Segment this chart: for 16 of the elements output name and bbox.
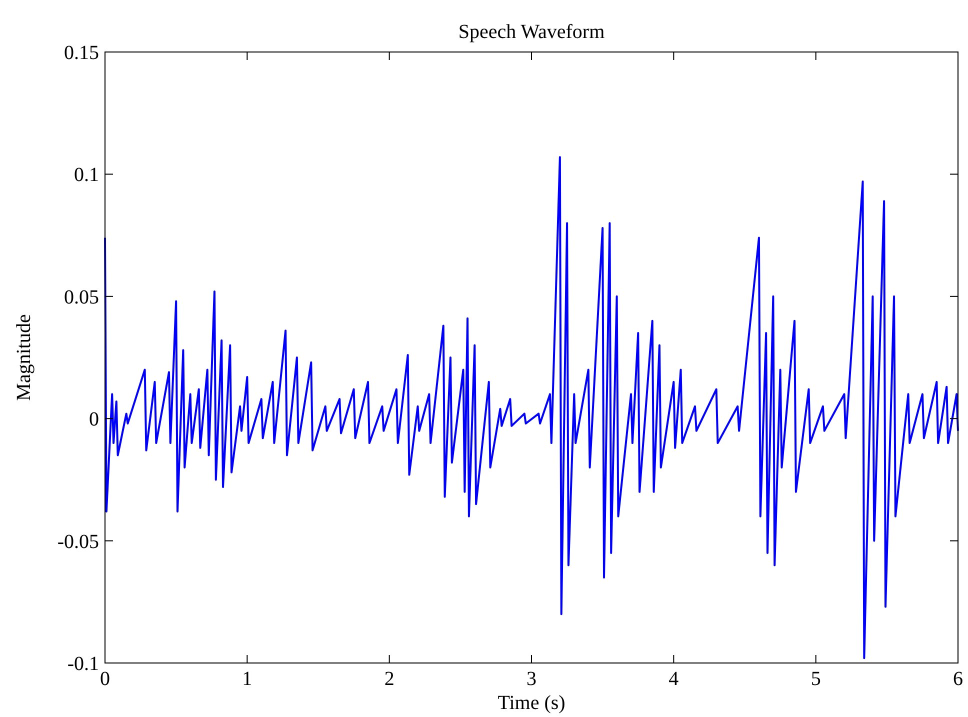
line-series <box>104 156 959 660</box>
x-tick-label: 4 <box>668 668 679 690</box>
x-tick-label: 6 <box>953 668 963 690</box>
x-tick-label: 1 <box>242 668 252 690</box>
y-tick-label: -0.1 <box>67 653 99 675</box>
x-tick-label: 3 <box>526 668 536 690</box>
y-tick-label: -0.05 <box>57 530 99 553</box>
y-tick-label: 0.1 <box>74 164 99 186</box>
y-axis-title: Magnitude <box>13 314 35 401</box>
y-tick-label: 0.15 <box>64 42 99 64</box>
y-tick-label: 0.05 <box>64 286 99 308</box>
chart-title: Speech Waveform <box>458 21 606 43</box>
y-tick-label: 0 <box>89 408 99 431</box>
x-tick-label: 2 <box>384 668 394 690</box>
x-axis-title: Time (s) <box>498 692 566 714</box>
x-tick-label: 5 <box>810 668 821 690</box>
